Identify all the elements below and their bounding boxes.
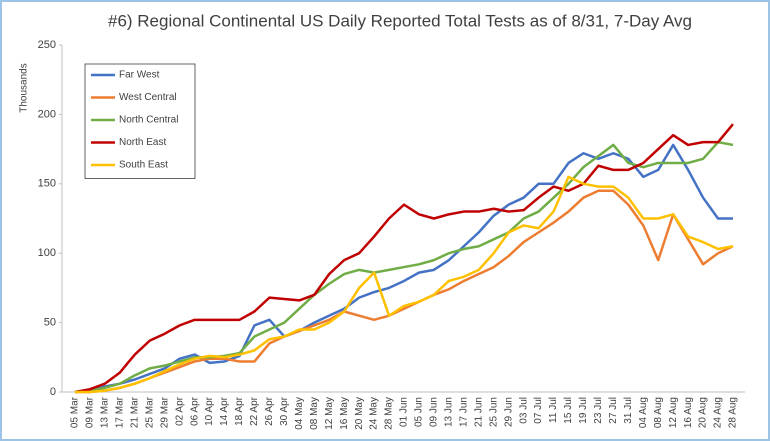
series-line	[75, 189, 734, 394]
x-tick-label: 23 Jul	[593, 397, 604, 424]
x-tick-label: 29 Jun	[503, 397, 514, 427]
x-tick-label: 18 Apr	[234, 396, 245, 426]
x-tick-label: 20 Aug	[698, 397, 709, 428]
x-tick-label: 19 Jul	[578, 397, 589, 424]
x-tick-label: 09 Mar	[85, 396, 96, 428]
chart-title: #6) Regional Continental US Daily Report…	[108, 11, 692, 30]
series-line	[74, 123, 734, 394]
x-tick-label: 21 Mar	[129, 396, 140, 428]
x-tick-label: 13 Mar	[100, 396, 111, 428]
x-tick-label: 01 Jun	[399, 397, 410, 427]
x-tick-label: 26 Apr	[264, 396, 275, 426]
x-tick-label: 28 May	[384, 397, 395, 430]
y-tick-label: 250	[38, 39, 56, 51]
x-tick-label: 03 Jul	[518, 397, 529, 424]
x-tick-label: 24 May	[369, 397, 380, 430]
x-tick-label: 02 Apr	[174, 396, 185, 426]
legend-label: North Central	[119, 115, 178, 126]
x-tick-label: 05 Jun	[414, 397, 425, 427]
x-tick-label: 17 Jun	[458, 397, 469, 427]
x-tick-label: 07 Jul	[533, 397, 544, 424]
x-tick-label: 08 May	[309, 397, 320, 430]
x-tick-label: 16 May	[339, 397, 350, 430]
y-tick-label: 50	[44, 317, 56, 329]
x-tick-label: 21 Jun	[473, 397, 484, 427]
legend-label: South East	[119, 160, 168, 171]
x-tick-label: 09 Jun	[429, 397, 440, 427]
x-tick-label: 20 May	[354, 397, 365, 430]
x-tick-label: 08 Aug	[653, 397, 664, 428]
x-tick-label: 04 Aug	[638, 397, 649, 428]
x-tick-label: 22 Apr	[249, 396, 260, 426]
x-tick-label: 13 Jun	[444, 397, 455, 427]
y-tick-label: 200	[38, 108, 56, 120]
legend-label: North East	[119, 137, 166, 148]
x-tick-label: 14 Apr	[219, 396, 230, 426]
x-tick-label: 27 Jul	[608, 397, 619, 424]
x-tick-label: 31 Jul	[623, 397, 634, 424]
y-tick-label: 150	[38, 178, 56, 190]
x-tick-label: 25 Mar	[144, 396, 155, 428]
y-tick-label: 100	[38, 247, 56, 259]
series-line	[74, 140, 734, 394]
x-tick-label: 17 Mar	[115, 396, 126, 428]
legend-label: West Central	[119, 92, 177, 103]
x-tick-label: 06 Apr	[189, 396, 200, 426]
x-tick-label: 15 Jul	[563, 397, 574, 424]
x-tick-label: 12 Aug	[668, 397, 679, 428]
x-tick-label: 10 Apr	[204, 396, 215, 426]
x-tick-label: 30 Apr	[279, 396, 290, 426]
x-tick-label: 24 Aug	[713, 397, 724, 428]
x-tick-label: 04 May	[294, 397, 305, 430]
x-tick-label: 16 Aug	[683, 397, 694, 428]
x-tick-label: 29 Mar	[159, 396, 170, 428]
series-line	[75, 175, 734, 394]
legend-label: Far West	[119, 70, 160, 81]
x-tick-label: 11 Jul	[548, 397, 559, 423]
x-tick-label: 05 Mar	[70, 396, 81, 428]
y-tick-label: 0	[50, 386, 56, 398]
x-tick-label: 25 Jun	[488, 397, 499, 427]
x-tick-label: 12 May	[324, 397, 335, 430]
x-tick-label: 28 Aug	[728, 397, 739, 428]
y-axis-label: Thousands	[19, 63, 30, 112]
